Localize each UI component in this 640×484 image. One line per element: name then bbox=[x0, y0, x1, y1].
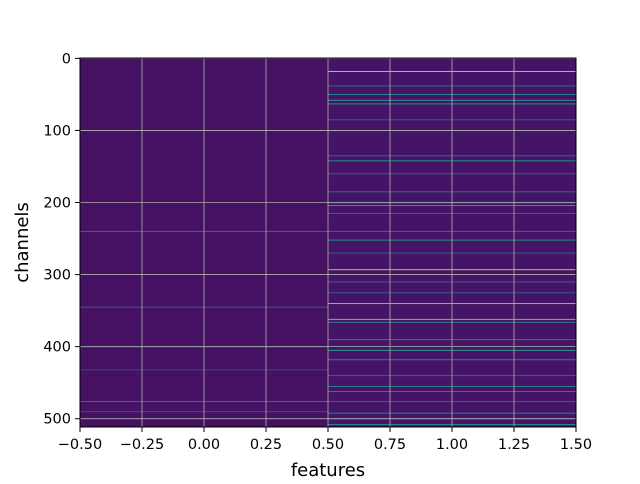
y-tick-label: 400 bbox=[43, 340, 71, 356]
x-tick-label: 1.25 bbox=[498, 437, 530, 453]
x-tick-label: 1.50 bbox=[560, 437, 592, 453]
x-tick-label: −0.25 bbox=[120, 437, 164, 453]
gridlines bbox=[80, 58, 576, 427]
y-tick-label: 200 bbox=[43, 196, 71, 212]
x-tick-label: 1.00 bbox=[436, 437, 468, 453]
x-axis-ticks: −0.50 −0.25 0.00 0.25 0.50 0.75 1.00 1.25 1.50 bbox=[58, 427, 592, 453]
x-tick-label: −0.50 bbox=[58, 437, 102, 453]
y-tick-label: 300 bbox=[43, 268, 71, 284]
x-tick-label: 0.75 bbox=[374, 437, 406, 453]
x-axis-label: features bbox=[291, 460, 365, 480]
y-tick-label: 500 bbox=[43, 412, 71, 428]
y-axis-ticks: 0 100 200 300 400 500 bbox=[43, 51, 80, 428]
x-tick-label: 0.50 bbox=[312, 437, 344, 453]
y-tick-label: 100 bbox=[43, 123, 71, 139]
x-tick-label: 0.25 bbox=[250, 437, 282, 453]
y-axis-label: channels bbox=[12, 202, 33, 283]
y-tick-label: 0 bbox=[62, 51, 71, 67]
x-tick-label: 0.00 bbox=[188, 437, 220, 453]
